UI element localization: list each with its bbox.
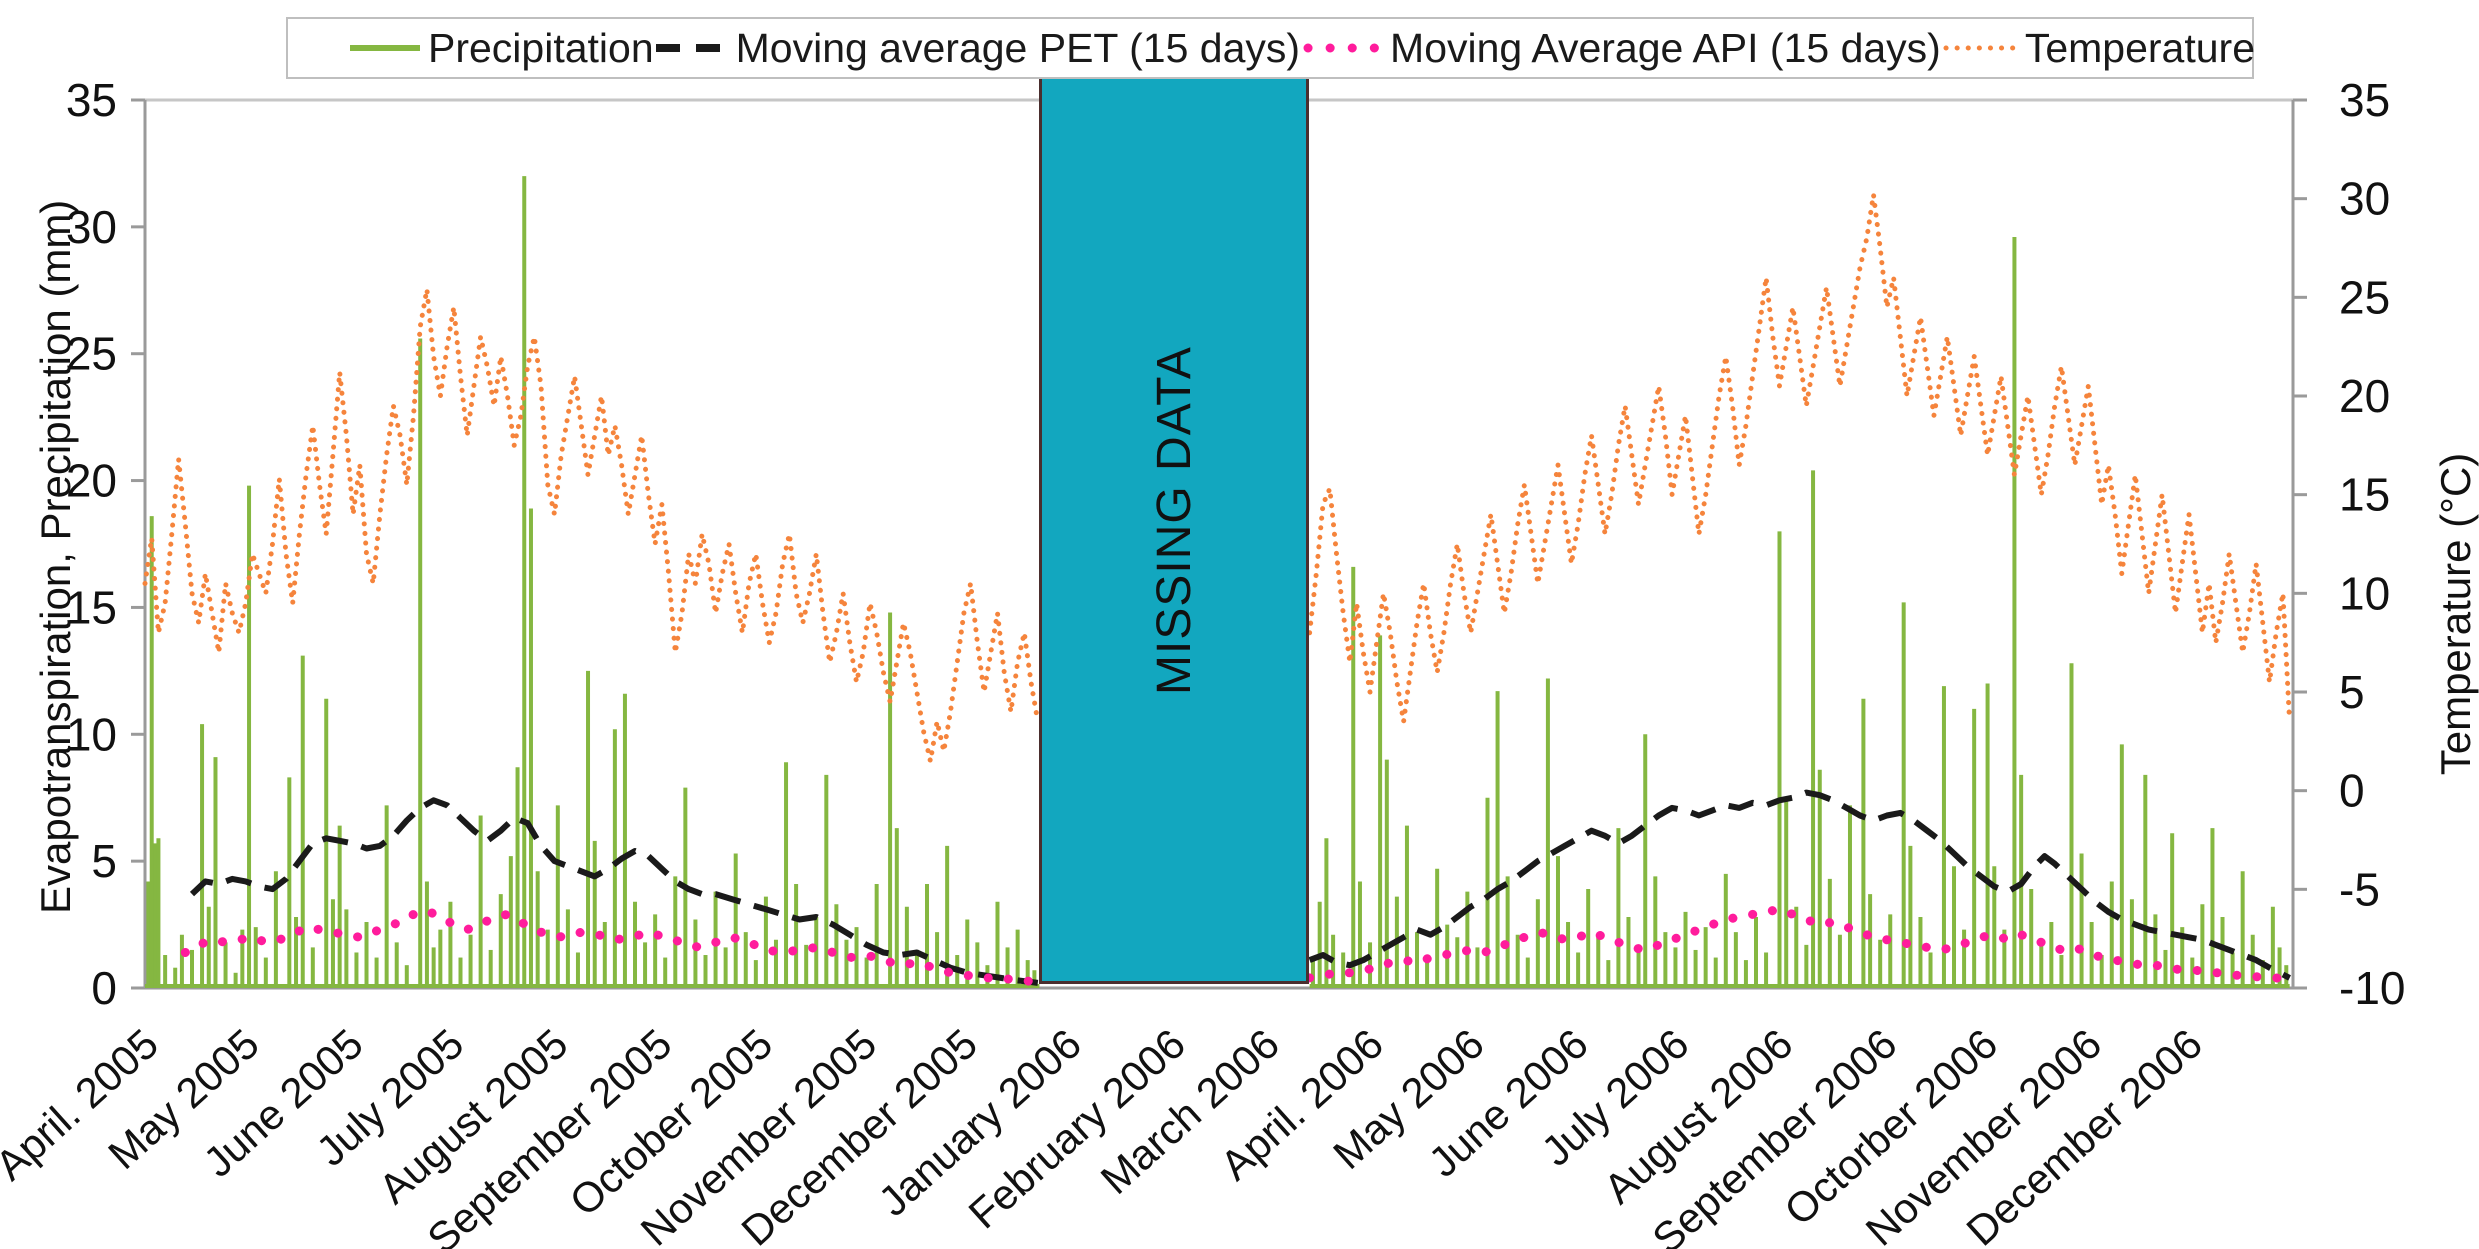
legend-label-temperature: Temperature xyxy=(2024,24,2255,71)
legend-item-precipitation[interactable]: Precipitation xyxy=(346,25,654,72)
series-api xyxy=(180,906,1043,987)
right-axis-title: Temperature (°C) xyxy=(2432,452,2479,776)
right-axis-tick-label: 10 xyxy=(2339,567,2390,619)
right-axis-tick-label: -10 xyxy=(2339,962,2405,1014)
pet-dash-swatch-icon xyxy=(655,44,730,52)
temperature-dot-swatch-icon xyxy=(1943,45,2021,51)
legend-item-api[interactable]: Moving Average API (15 days) xyxy=(1300,25,1941,72)
legend-label-pet: Moving average PET (15 days) xyxy=(735,24,1301,71)
right-axis-tick-label: 25 xyxy=(2339,271,2390,323)
legend-item-pet[interactable]: Moving average PET (15 days) xyxy=(654,25,1300,72)
right-axis-tick-label: 15 xyxy=(2339,469,2390,521)
left-axis-title: Evapotranspiration, Precipitation (mm) xyxy=(32,199,79,914)
right-axis-tick-label: -5 xyxy=(2339,863,2380,915)
right-axis-tick-label: 0 xyxy=(2339,765,2365,817)
left-axis-tick-label: 5 xyxy=(91,835,117,887)
left-axis-tick-label: 10 xyxy=(66,708,117,760)
right-axis-tick-label: 5 xyxy=(2339,666,2365,718)
legend-item-temperature[interactable]: Temperature xyxy=(1941,25,2255,72)
legend-label-precipitation: Precipitation xyxy=(428,24,654,71)
series-pet xyxy=(1308,789,2291,981)
left-axis-tick-label: 25 xyxy=(66,328,117,380)
right-axis-tick-label: 30 xyxy=(2339,173,2390,225)
left-axis-tick-label: 20 xyxy=(66,455,117,507)
right-axis-tick-label: 35 xyxy=(2339,74,2390,126)
series-temperature xyxy=(1307,192,2293,725)
api-dot-swatch-icon xyxy=(1303,43,1387,53)
series-pet xyxy=(189,797,1039,986)
legend-label-api: Moving Average API (15 days) xyxy=(1390,24,1941,71)
missing-data-box: MISSING DATA xyxy=(1039,57,1309,984)
legend: Precipitation Moving average PET (15 day… xyxy=(286,17,2255,79)
left-axis-tick-label: 30 xyxy=(66,201,117,253)
missing-data-label: MISSING DATA xyxy=(1147,346,1201,695)
left-axis-tick-label: 15 xyxy=(66,581,117,633)
series-temperature xyxy=(142,286,1041,764)
left-axis-tick-label: 35 xyxy=(66,74,117,126)
left-axis-tick-label: 0 xyxy=(91,962,117,1014)
precipitation-line-swatch-icon xyxy=(350,45,420,51)
right-axis-tick-label: 20 xyxy=(2339,370,2390,422)
